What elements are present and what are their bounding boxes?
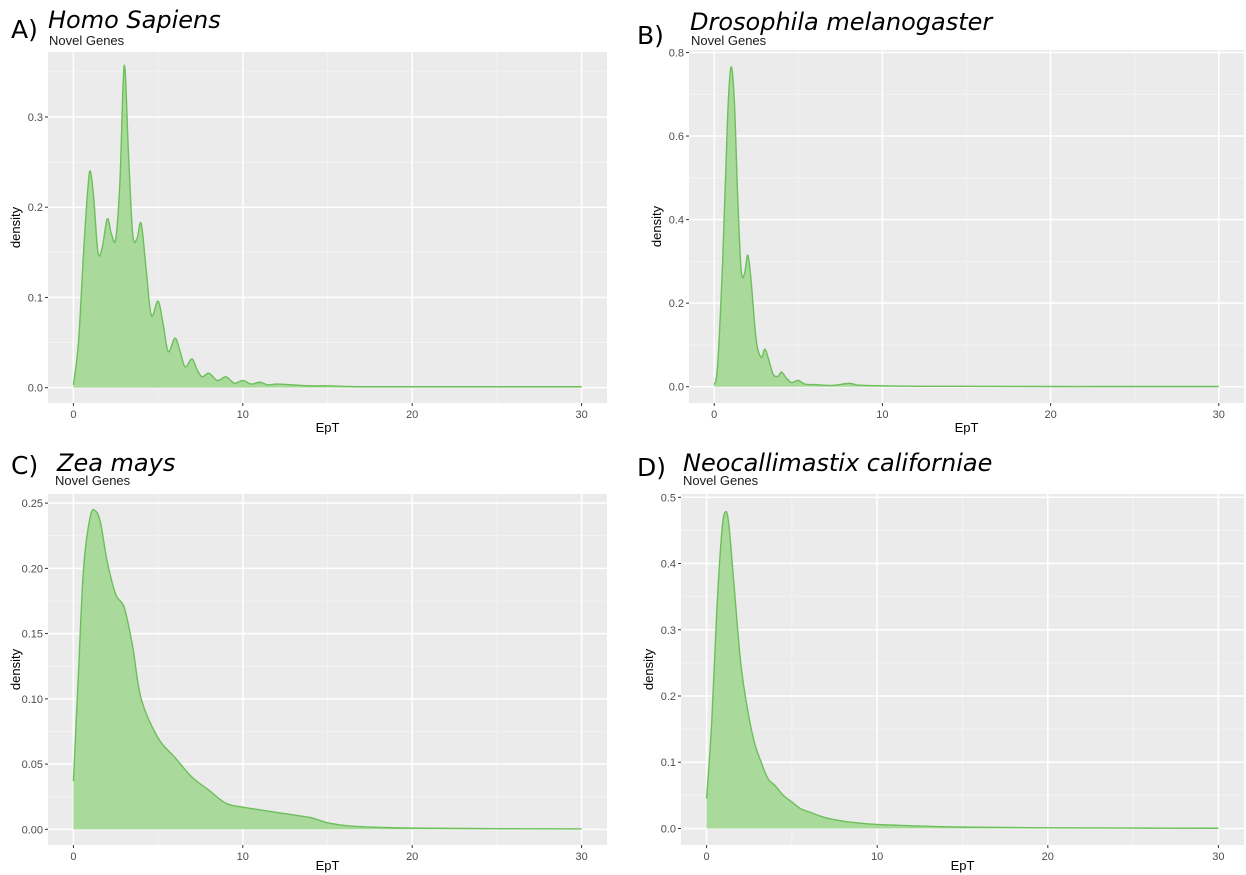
density-area	[73, 65, 582, 388]
panel-c: 0 10 20 30 0.00 0.05 0.10 0.15 0.20 0.25 EpT densit…	[0, 443, 623, 875]
panel-a: 0 10 20 30 0.0 0.1 0.2 0.3 EpT density A) Homo Sa…	[0, 0, 623, 437]
panel-subtitle-b: Novel Genes	[691, 33, 767, 48]
density-line	[72, 64, 582, 388]
x-tick-label: 20	[406, 851, 418, 863]
y-tick-label: 0.3	[28, 112, 43, 124]
density-area	[706, 511, 1219, 829]
panel-subtitle-c: Novel Genes	[55, 473, 131, 488]
y-tick-label: 0.2	[669, 298, 684, 310]
density-chart-d: 0 10 20 30 0.0 0.1 0.2 0.3 0.4 0.5 EpT density	[641, 492, 1244, 873]
density-line	[705, 510, 1219, 829]
y-axis-title: density	[8, 648, 23, 690]
x-tick-label: 20	[1044, 409, 1056, 421]
density-area	[73, 509, 582, 830]
density-chart-c: 0 10 20 30 0.00 0.05 0.10 0.15 0.20 0.25 EpT densit…	[8, 494, 607, 873]
panel-species-b: Drosophila melanogaster	[690, 8, 993, 36]
panel-d: 0 10 20 30 0.0 0.1 0.2 0.3 0.4 0.5 EpT density D) N…	[630, 443, 1246, 875]
panel-letter-c: C)	[11, 451, 39, 480]
y-tick-label: 0.1	[28, 292, 43, 304]
x-axis-title: EpT	[316, 420, 340, 435]
x-tick-label: 0	[70, 851, 76, 863]
y-axis-title: density	[8, 206, 23, 248]
density-area	[714, 66, 1219, 387]
y-axis-title: density	[649, 205, 664, 247]
panel-subtitle-d: Novel Genes	[683, 473, 759, 488]
y-tick-label: 0.4	[661, 559, 676, 571]
density-line	[713, 66, 1219, 388]
x-tick-label: 10	[876, 409, 888, 421]
x-tick-label: 30	[1213, 409, 1225, 421]
y-tick-label: 0.4	[669, 215, 684, 227]
y-tick-label: 0.05	[22, 759, 43, 771]
panel-letter-d: D)	[637, 453, 667, 482]
y-tick-label: 0.00	[22, 824, 43, 836]
x-axis-title: EpT	[951, 858, 975, 873]
panel-species-c: Zea mays	[57, 449, 176, 477]
y-tick-label: 0.3	[661, 625, 676, 637]
y-tick-label: 0.25	[22, 498, 43, 510]
y-tick-label: 0.1	[661, 757, 676, 769]
x-tick-label: 10	[237, 409, 249, 421]
x-axis-title: EpT	[955, 420, 979, 435]
x-tick-label: 10	[871, 851, 883, 863]
y-tick-label: 0.8	[669, 48, 684, 60]
x-tick-label: 10	[237, 851, 249, 863]
y-axis-title: density	[641, 648, 656, 690]
x-axis-title: EpT	[316, 858, 340, 873]
y-tick-label: 0.0	[28, 383, 43, 395]
y-tick-label: 0.15	[22, 629, 43, 641]
x-tick-label: 30	[575, 409, 587, 421]
panel-species-a: Homo Sapiens	[48, 6, 221, 34]
y-tick-label: 0.6	[669, 131, 684, 143]
y-tick-label: 0.5	[661, 492, 676, 504]
panel-species-d: Neocallimastix californiae	[683, 449, 993, 477]
y-tick-label: 0.2	[28, 202, 43, 214]
x-tick-label: 0	[704, 851, 710, 863]
panel-subtitle-a: Novel Genes	[49, 33, 125, 48]
y-tick-label: 0.20	[22, 563, 43, 575]
density-chart-a: 0 10 20 30 0.0 0.1 0.2 0.3 EpT density	[8, 52, 607, 435]
panel-b: 0 10 20 30 0.0 0.2 0.4 0.6 0.8 EpT density B) Dros…	[630, 0, 1246, 437]
x-tick-label: 30	[575, 851, 587, 863]
y-tick-label: 0.2	[661, 691, 676, 703]
density-line	[72, 508, 582, 830]
x-tick-label: 0	[711, 409, 717, 421]
y-tick-label: 0.0	[661, 823, 676, 835]
panel-letter-a: A)	[11, 15, 38, 44]
y-tick-label: 0.10	[22, 694, 43, 706]
x-tick-label: 30	[1212, 851, 1224, 863]
y-tick-label: 0.0	[669, 382, 684, 394]
x-tick-label: 0	[70, 409, 76, 421]
x-tick-label: 20	[1042, 851, 1054, 863]
x-tick-label: 20	[406, 409, 418, 421]
panel-letter-b: B)	[637, 21, 664, 50]
density-chart-b: 0 10 20 30 0.0 0.2 0.4 0.6 0.8 EpT density	[649, 48, 1244, 435]
